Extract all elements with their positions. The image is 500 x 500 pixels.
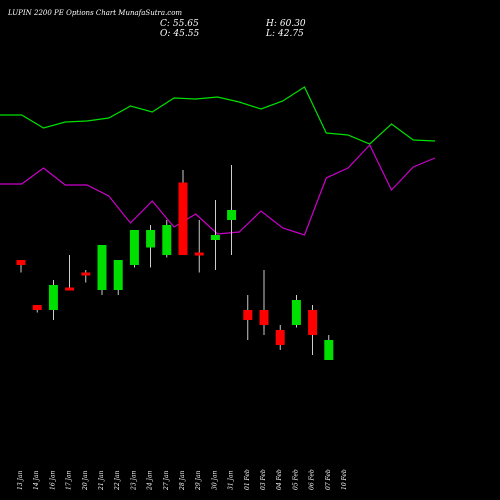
magenta-indicator-line — [0, 143, 436, 236]
date-tick-label: 27 Jan — [163, 470, 170, 491]
date-tick-label: 04 Feb — [276, 469, 283, 490]
chart-title: LUPIN 2200 PE Options Chart MunafaSutra.… — [8, 9, 183, 17]
candle-body-down — [275, 330, 285, 345]
date-tick-label: 06 Feb — [309, 469, 316, 490]
candle-body-up — [97, 245, 107, 290]
date-tick-label: 22 Jan — [114, 470, 121, 491]
candle-body-down — [81, 272, 91, 276]
low-label: L: — [266, 29, 276, 39]
close-readout: C: 55.65 — [160, 19, 202, 29]
date-tick-label: 16 Jan — [49, 470, 56, 490]
date-tick-label: 28 Jan — [179, 470, 186, 491]
date-tick-label: 13 Jan — [17, 470, 24, 490]
candle-body-up — [48, 285, 58, 310]
date-tick-label: 05 Feb — [292, 469, 299, 490]
candle-body-up — [324, 340, 334, 360]
date-tick-label: 01 Feb — [244, 469, 251, 490]
candle-body-up — [146, 230, 156, 248]
open-readout: O: 45.55 — [160, 29, 202, 39]
open-label: O: — [160, 29, 171, 39]
high-value: 60.30 — [279, 19, 306, 29]
high-label: H: — [266, 19, 277, 29]
date-tick-label: 30 Jan — [211, 470, 218, 490]
candle-body-up — [210, 235, 220, 240]
date-tick-label: 20 Jan — [82, 470, 89, 491]
date-tick-label: 17 Jan — [66, 470, 73, 490]
candle-body-down — [308, 310, 318, 335]
candle-body-down — [178, 182, 188, 255]
low-value: 42.75 — [278, 29, 304, 39]
high-readout: H: 60.30 — [266, 19, 309, 29]
date-tick-label: 31 Jan — [228, 470, 235, 490]
candle-body-down — [243, 310, 253, 320]
date-tick-label: 23 Jan — [130, 470, 137, 491]
date-tick-label: 24 Jan — [147, 470, 154, 491]
candle-body-down — [194, 252, 204, 256]
open-value: 45.55 — [173, 29, 200, 39]
candle-body-down — [16, 260, 26, 265]
candle-body-down — [65, 287, 75, 291]
candle-body-up — [113, 260, 123, 290]
close-value: 55.65 — [172, 19, 199, 29]
date-tick-label: 29 Jan — [195, 470, 202, 491]
low-readout: L: 42.75 — [266, 29, 307, 39]
candle-body-up — [291, 300, 301, 325]
close-label: C: — [160, 19, 170, 29]
date-tick-label: 10 Feb — [341, 469, 348, 490]
candle-body-up — [227, 210, 237, 220]
date-tick-label: 07 Feb — [325, 469, 332, 490]
candle-body-up — [129, 230, 139, 265]
date-tick-label: 14 Jan — [33, 470, 40, 490]
green-indicator-line — [0, 86, 436, 145]
candle-body-up — [162, 225, 172, 255]
date-tick-label: 21 Jan — [98, 470, 105, 491]
candle-body-down — [32, 305, 42, 310]
candle-body-down — [259, 310, 269, 325]
date-tick-label: 03 Feb — [260, 469, 267, 490]
